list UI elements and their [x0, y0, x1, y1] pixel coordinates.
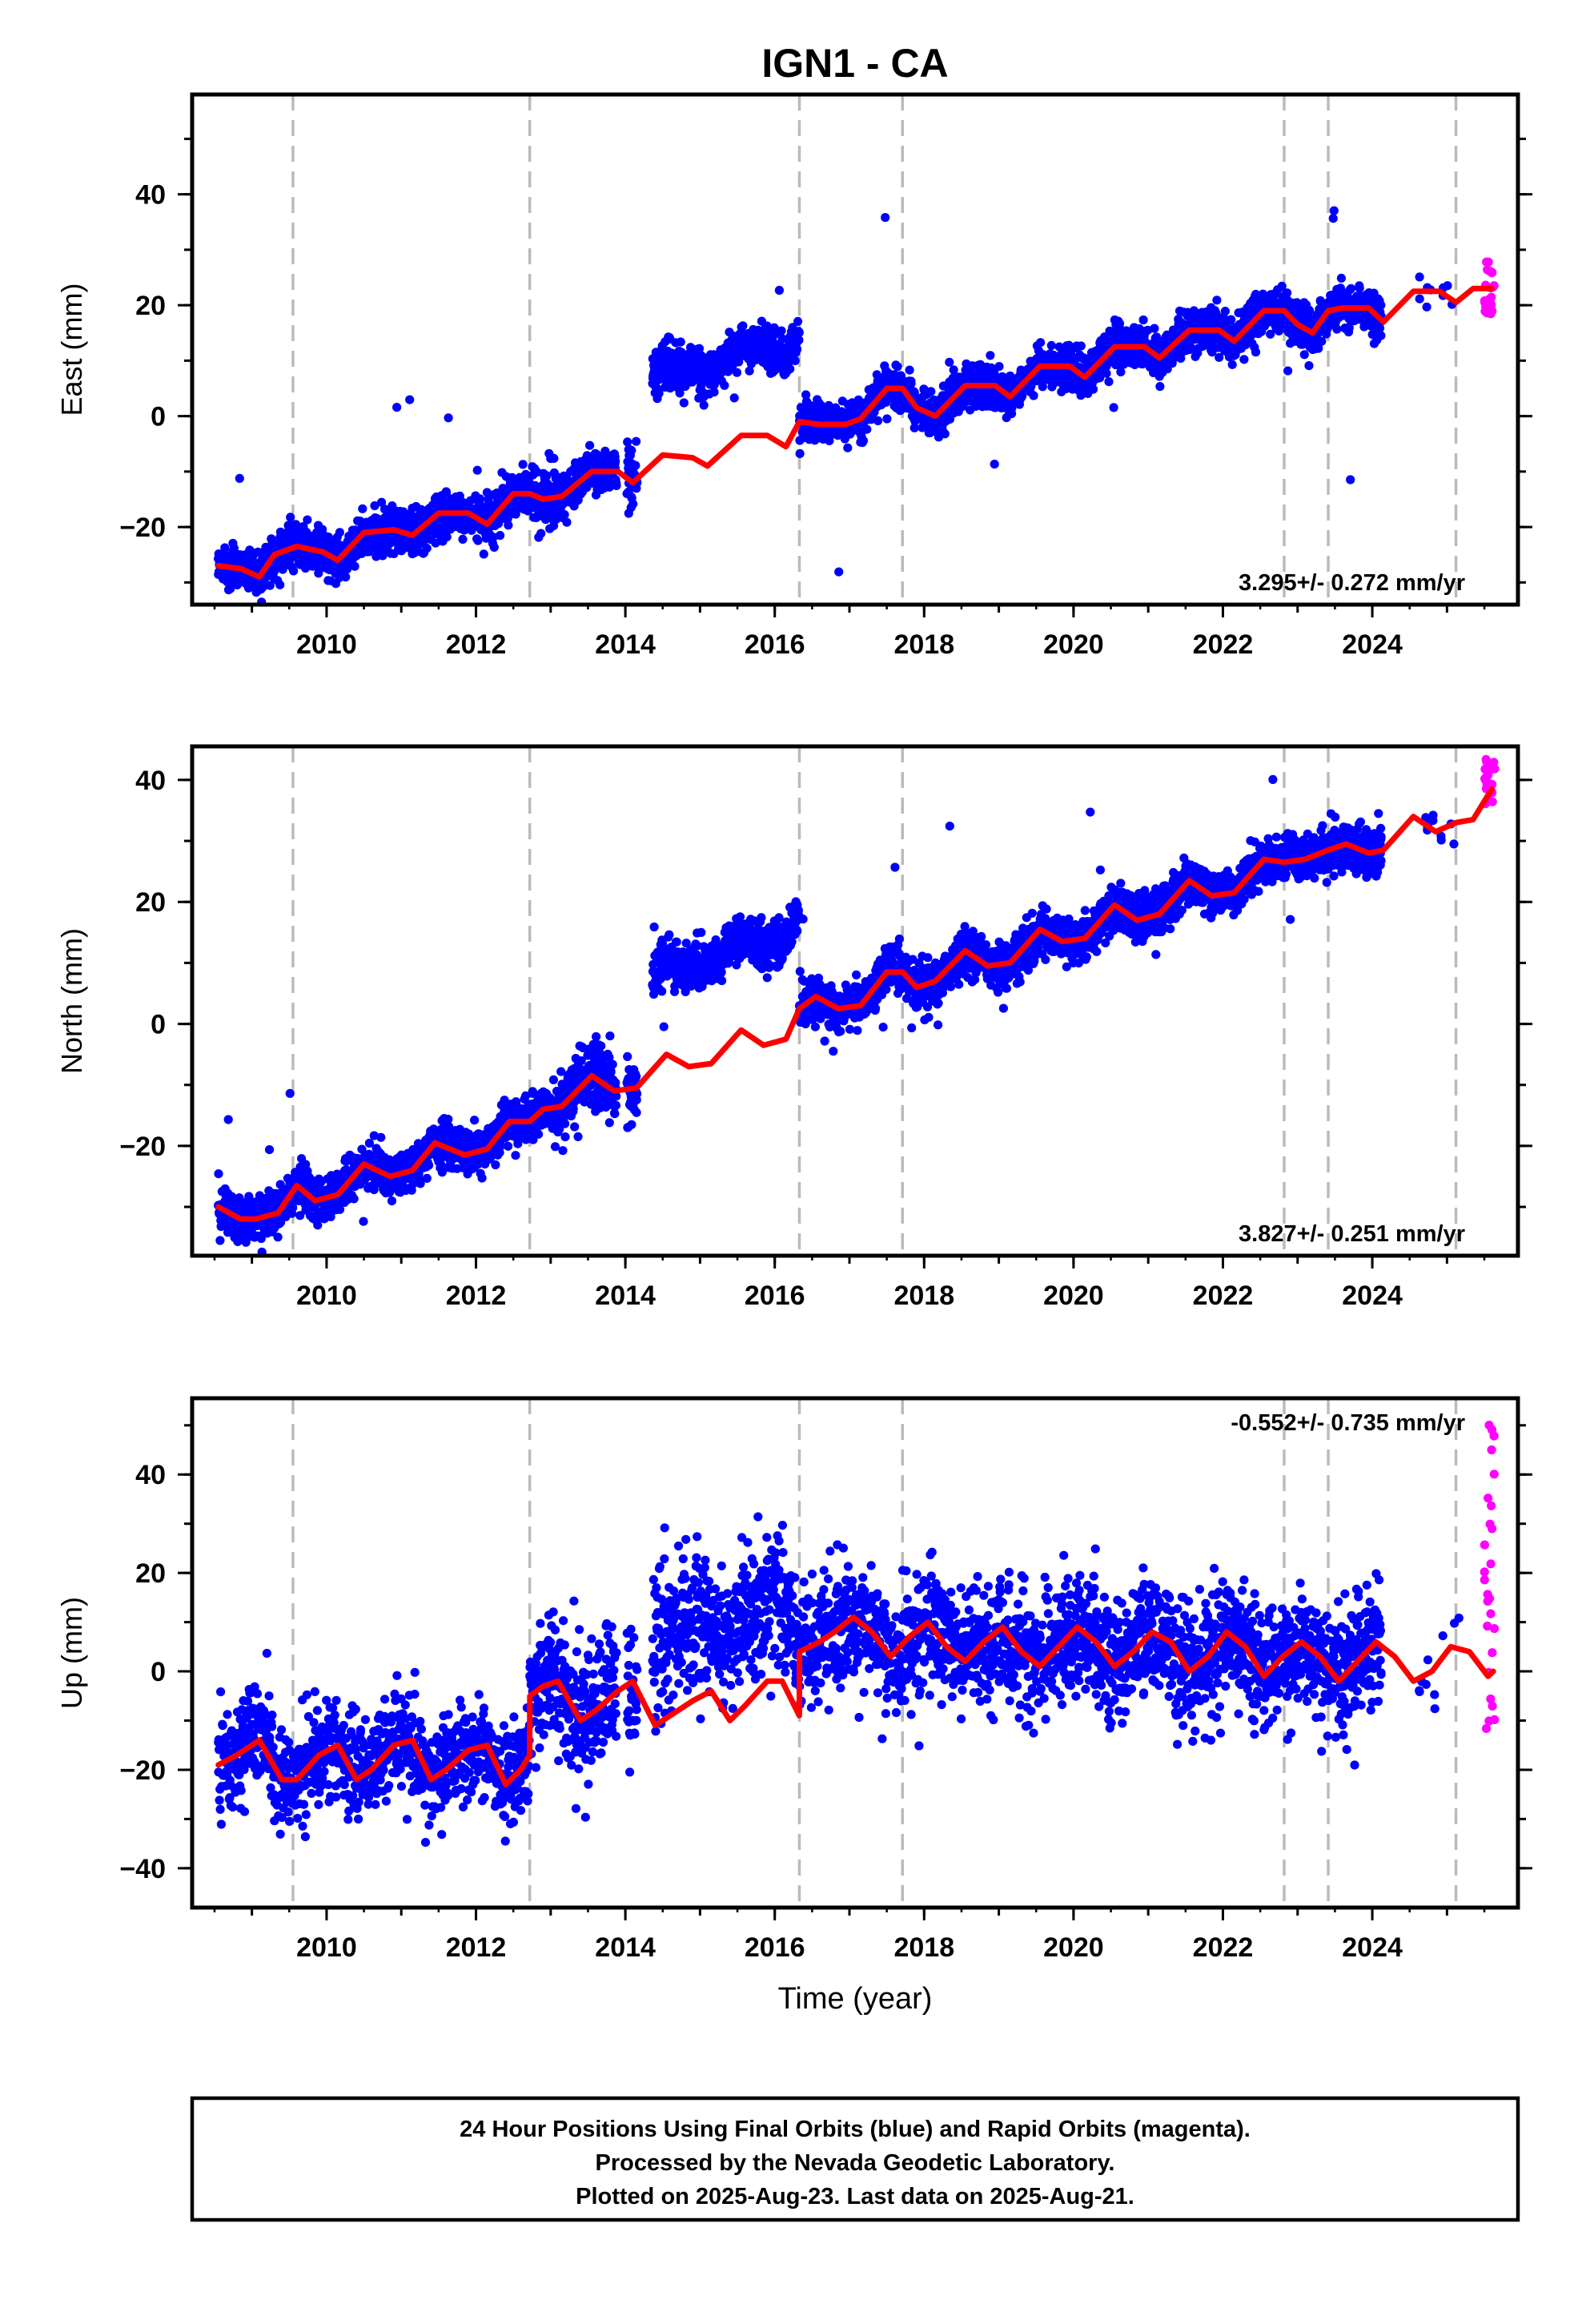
up-y-tick-label: −40 [119, 1854, 166, 1884]
north-model-line [215, 786, 1495, 1222]
east-x-tick-label: 2016 [745, 629, 805, 660]
north-y-tick-label: 40 [135, 766, 166, 796]
footer-line-1: 24 Hour Positions Using Final Orbits (bl… [460, 2117, 1251, 2142]
up-x-tick-label: 2022 [1193, 1932, 1254, 1963]
east-final-orbit-points [214, 206, 1457, 605]
up-rate-label: -0.552+/- 0.735 mm/yr [1231, 1410, 1465, 1436]
up-rapid-orbit-points [1480, 1421, 1500, 1733]
footer-box: 24 Hour Positions Using Final Orbits (bl… [190, 2096, 1520, 2222]
east-y-tick-label: 20 [135, 291, 166, 321]
up-x-tick-label: 2024 [1342, 1932, 1403, 1963]
north-plot-area [214, 746, 1500, 1256]
east-rate-label: 3.295+/- 0.272 mm/yr [1239, 570, 1465, 596]
up-frame [190, 1396, 1520, 1910]
north-x-tick-label: 2012 [446, 1281, 507, 1311]
north-y-tick-label: 20 [135, 887, 166, 918]
x-axis-label: Time (year) [778, 1982, 933, 2016]
north-y-axis-label: North (mm) [55, 928, 88, 1074]
east-model-line [215, 285, 1495, 580]
north-x-tick-label: 2020 [1043, 1281, 1104, 1311]
up-model-line [215, 1614, 1496, 1787]
north-rapid-orbit-points [1480, 754, 1500, 809]
north-y-tick-label: −20 [119, 1132, 166, 1162]
north-x-tick-label: 2018 [893, 1281, 954, 1311]
north-x-tick-label: 2014 [595, 1281, 656, 1311]
north-x-tick-label: 2024 [1342, 1281, 1403, 1311]
north-rate-label: 3.827+/- 0.251 mm/yr [1239, 1221, 1465, 1247]
north-x-tick-label: 2010 [296, 1281, 357, 1311]
up-y-tick-label: 20 [135, 1558, 166, 1589]
east-x-tick-label: 2020 [1043, 629, 1104, 660]
east-y-tick-label: −20 [119, 513, 166, 543]
east-x-tick-label: 2014 [595, 629, 656, 660]
east-panel: 2010 2012 2014 2016 2018 2020 2022 2024 −20 0 20 40… [55, 92, 1532, 660]
up-plot-area [214, 1398, 1500, 1908]
up-final-orbit-points [214, 1512, 1464, 1848]
north-x-tick-label: 2016 [745, 1281, 805, 1311]
up-y-tick-label: 40 [135, 1460, 166, 1490]
up-x-tick-label: 2018 [893, 1932, 954, 1963]
east-x-tick-label: 2010 [296, 629, 357, 660]
east-x-tick-label: 2018 [893, 629, 954, 660]
north-x-tick-label: 2022 [1193, 1281, 1254, 1311]
up-y-tick-label: −20 [119, 1755, 166, 1786]
north-y-tick-label: 0 [151, 1010, 166, 1040]
up-x-tick-label: 2016 [745, 1932, 805, 1963]
up-x-tick-label: 2020 [1043, 1932, 1104, 1963]
east-x-tick-label: 2012 [446, 629, 507, 660]
north-frame [190, 744, 1520, 1258]
east-y-tick-label: 40 [135, 180, 166, 211]
north-panel: 2010 2012 2014 2016 2018 2020 2022 2024 −20 0 20 40… [55, 744, 1532, 1311]
up-panel: 2010 2012 2014 2016 2018 2020 2022 2024 −40 −20 0 2… [55, 1396, 1532, 1963]
east-x-tick-label: 2022 [1193, 629, 1254, 660]
east-plot-area [214, 94, 1499, 605]
up-x-tick-label: 2014 [595, 1932, 656, 1963]
north-final-orbit-points [214, 774, 1459, 1256]
east-rapid-orbit-points [1480, 257, 1499, 319]
footer-line-3: Plotted on 2025-Aug-23. Last data on 202… [576, 2184, 1134, 2209]
east-y-tick-label: 0 [151, 402, 166, 432]
up-x-tick-label: 2012 [446, 1932, 507, 1963]
up-y-axis-label: Up (mm) [55, 1597, 88, 1709]
up-x-tick-label: 2010 [296, 1932, 357, 1963]
east-x-tick-label: 2024 [1342, 629, 1403, 660]
east-frame [190, 92, 1520, 607]
chart-title: IGN1 - CA [761, 41, 948, 86]
up-y-tick-label: 0 [151, 1657, 166, 1687]
east-y-axis-label: East (mm) [55, 283, 88, 416]
footer-line-2: Processed by the Nevada Geodetic Laborat… [596, 2150, 1115, 2176]
